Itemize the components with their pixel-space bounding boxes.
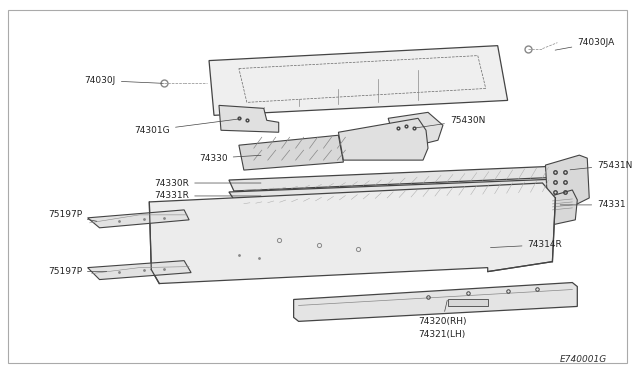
Text: 74330R: 74330R [154,179,261,187]
Polygon shape [538,190,577,225]
Polygon shape [388,112,443,145]
Text: 75430N: 75430N [416,116,485,128]
Text: 74331: 74331 [560,201,626,209]
Polygon shape [339,118,428,160]
Polygon shape [209,46,508,115]
Text: 74330: 74330 [199,154,261,163]
Text: 75197P: 75197P [48,210,97,221]
Text: 74321(LH): 74321(LH) [418,330,465,339]
Text: 75431N: 75431N [570,161,632,170]
Bar [448,299,488,307]
Polygon shape [88,261,191,280]
Polygon shape [545,155,589,205]
Text: 74030J: 74030J [84,76,163,85]
Text: 74301G: 74301G [134,119,241,135]
Text: 74030JA: 74030JA [555,38,614,50]
Polygon shape [149,183,556,283]
Text: 74314R: 74314R [490,240,563,249]
Polygon shape [294,283,577,321]
Text: E740001G: E740001G [560,355,607,364]
Polygon shape [219,105,278,132]
Polygon shape [229,166,563,191]
Polygon shape [88,210,189,228]
Polygon shape [229,179,563,204]
Text: 74331R: 74331R [154,192,261,201]
Text: 75197P: 75197P [48,267,107,276]
Polygon shape [239,135,344,170]
Text: 74320(RH): 74320(RH) [418,300,467,326]
